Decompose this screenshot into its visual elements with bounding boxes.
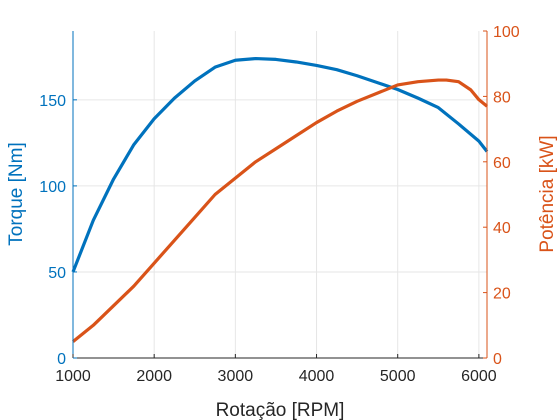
x-tick-label: 3000 [218, 368, 254, 385]
x-axis-label: Rotação [RPM] [216, 400, 345, 420]
x-tick-label: 1000 [55, 368, 91, 385]
left-y-tick-label: 0 [57, 351, 66, 368]
x-tick-label: 5000 [380, 368, 416, 385]
right-y-tick-label: 100 [493, 24, 520, 41]
power-series-line [71, 78, 489, 343]
x-tick-label: 4000 [299, 368, 335, 385]
right-y-tick-label: 60 [493, 155, 511, 172]
left-y-tick-label: 50 [48, 265, 66, 282]
right-y-axis-label: Potência [kW] [537, 135, 558, 252]
left-y-axis-label: Torque [Nm] [6, 142, 27, 245]
torque-series-line [71, 56, 489, 273]
x-tick-label: 2000 [136, 368, 172, 385]
left-y-tick-label: 150 [39, 93, 66, 110]
right-y-tick-label: 40 [493, 220, 511, 237]
right-y-tick-label: 0 [493, 351, 502, 368]
right-y-tick-label: 20 [493, 286, 511, 303]
x-tick-label: 6000 [461, 368, 497, 385]
right-y-tick-label: 80 [493, 89, 511, 106]
tick-labels: 1000 2000 3000 4000 5000 60000501001500204060… [39, 24, 520, 385]
axes-layer [72, 30, 488, 359]
series-layer [71, 56, 489, 343]
left-y-tick-label: 100 [39, 179, 66, 196]
plot-area [73, 31, 487, 358]
